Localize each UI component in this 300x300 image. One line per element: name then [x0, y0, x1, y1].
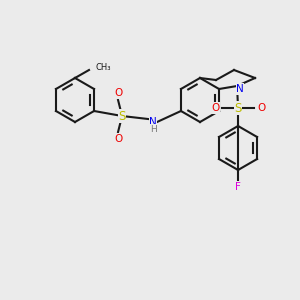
Text: O: O [114, 134, 122, 144]
Text: S: S [234, 101, 242, 115]
Text: O: O [257, 103, 265, 113]
Text: H: H [150, 124, 156, 134]
Text: N: N [236, 84, 244, 94]
Text: O: O [114, 88, 122, 98]
Text: F: F [235, 182, 241, 192]
Text: CH₃: CH₃ [95, 64, 110, 73]
Text: S: S [118, 110, 126, 122]
Text: N: N [149, 117, 157, 127]
Text: O: O [211, 103, 219, 113]
